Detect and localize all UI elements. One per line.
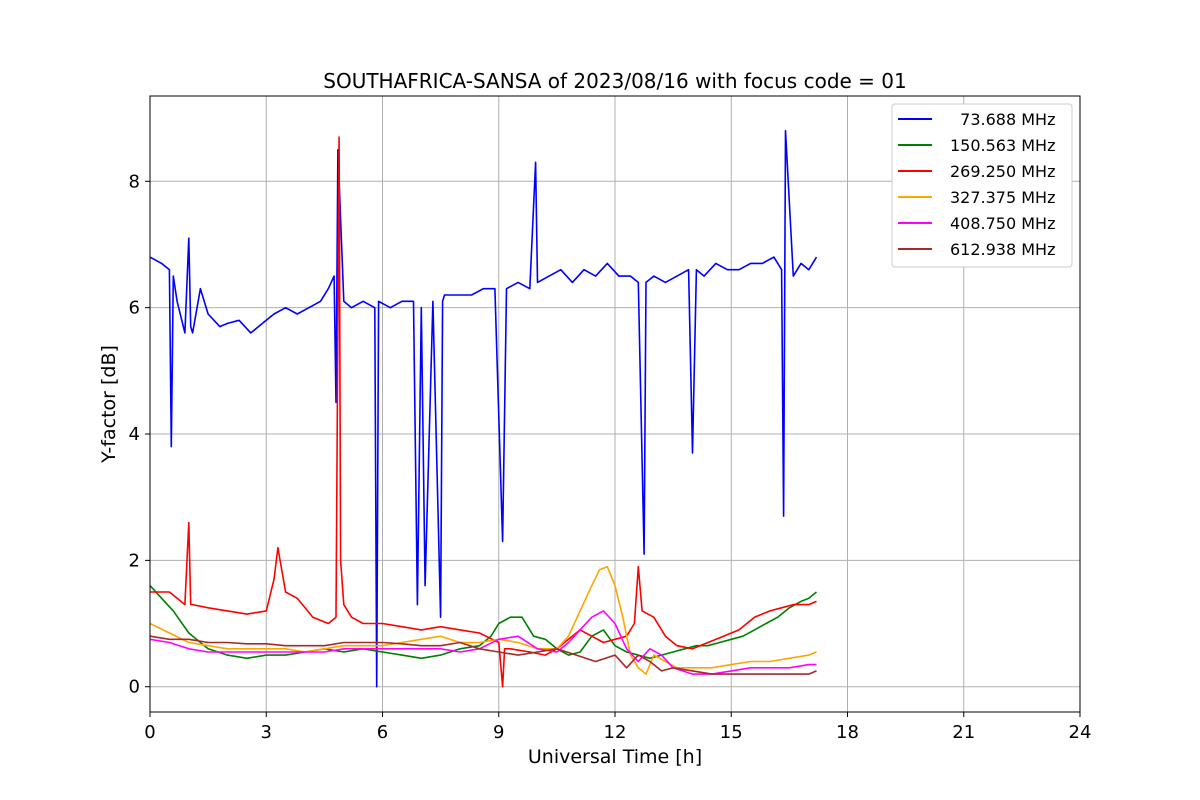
- legend-label-4: 408.750 MHz: [950, 214, 1055, 233]
- series-line-0: [150, 129, 818, 688]
- x-tick-label: 24: [1069, 722, 1092, 743]
- y-tick-label: 0: [129, 677, 140, 698]
- y-tick-label: 4: [129, 424, 140, 445]
- series-line-1: [150, 585, 818, 660]
- plot-area: [150, 129, 818, 688]
- x-tick-label: 9: [493, 722, 504, 743]
- series-line-2: [150, 136, 817, 688]
- x-tick-label: 18: [836, 722, 859, 743]
- legend-label-5: 612.938 MHz: [950, 240, 1055, 259]
- x-tick-label: 3: [261, 722, 272, 743]
- legend: 73.688 MHz 150.563 MHz 269.250 MHz 327.375 …: [891, 103, 1073, 268]
- chart-title: SOUTHAFRICA-SANSA of 2023/08/16 with foc…: [323, 69, 907, 93]
- legend-label-1: 150.563 MHz: [950, 136, 1055, 155]
- legend-label-2: 269.250 MHz: [950, 162, 1055, 181]
- x-axis-label: Universal Time [h]: [528, 746, 702, 768]
- x-tick-label: 12: [604, 722, 627, 743]
- x-tick-label: 21: [952, 722, 975, 743]
- y-tick-label: 2: [129, 550, 140, 571]
- legend-label-3: 327.375 MHz: [950, 188, 1055, 207]
- series-layer: [150, 129, 818, 688]
- series-line-4: [150, 610, 817, 675]
- y-tick-label: 6: [129, 298, 140, 319]
- x-tick-label: 6: [377, 722, 388, 743]
- legend-box: [891, 103, 1073, 268]
- legend-label-0: 73.688 MHz: [950, 110, 1055, 129]
- x-tick-label: 0: [144, 722, 155, 743]
- series-line-5: [150, 635, 817, 675]
- y-tick-label: 8: [129, 171, 140, 192]
- x-tick-label: 15: [720, 722, 743, 743]
- y-axis-label: Y-factor [dB]: [98, 345, 120, 464]
